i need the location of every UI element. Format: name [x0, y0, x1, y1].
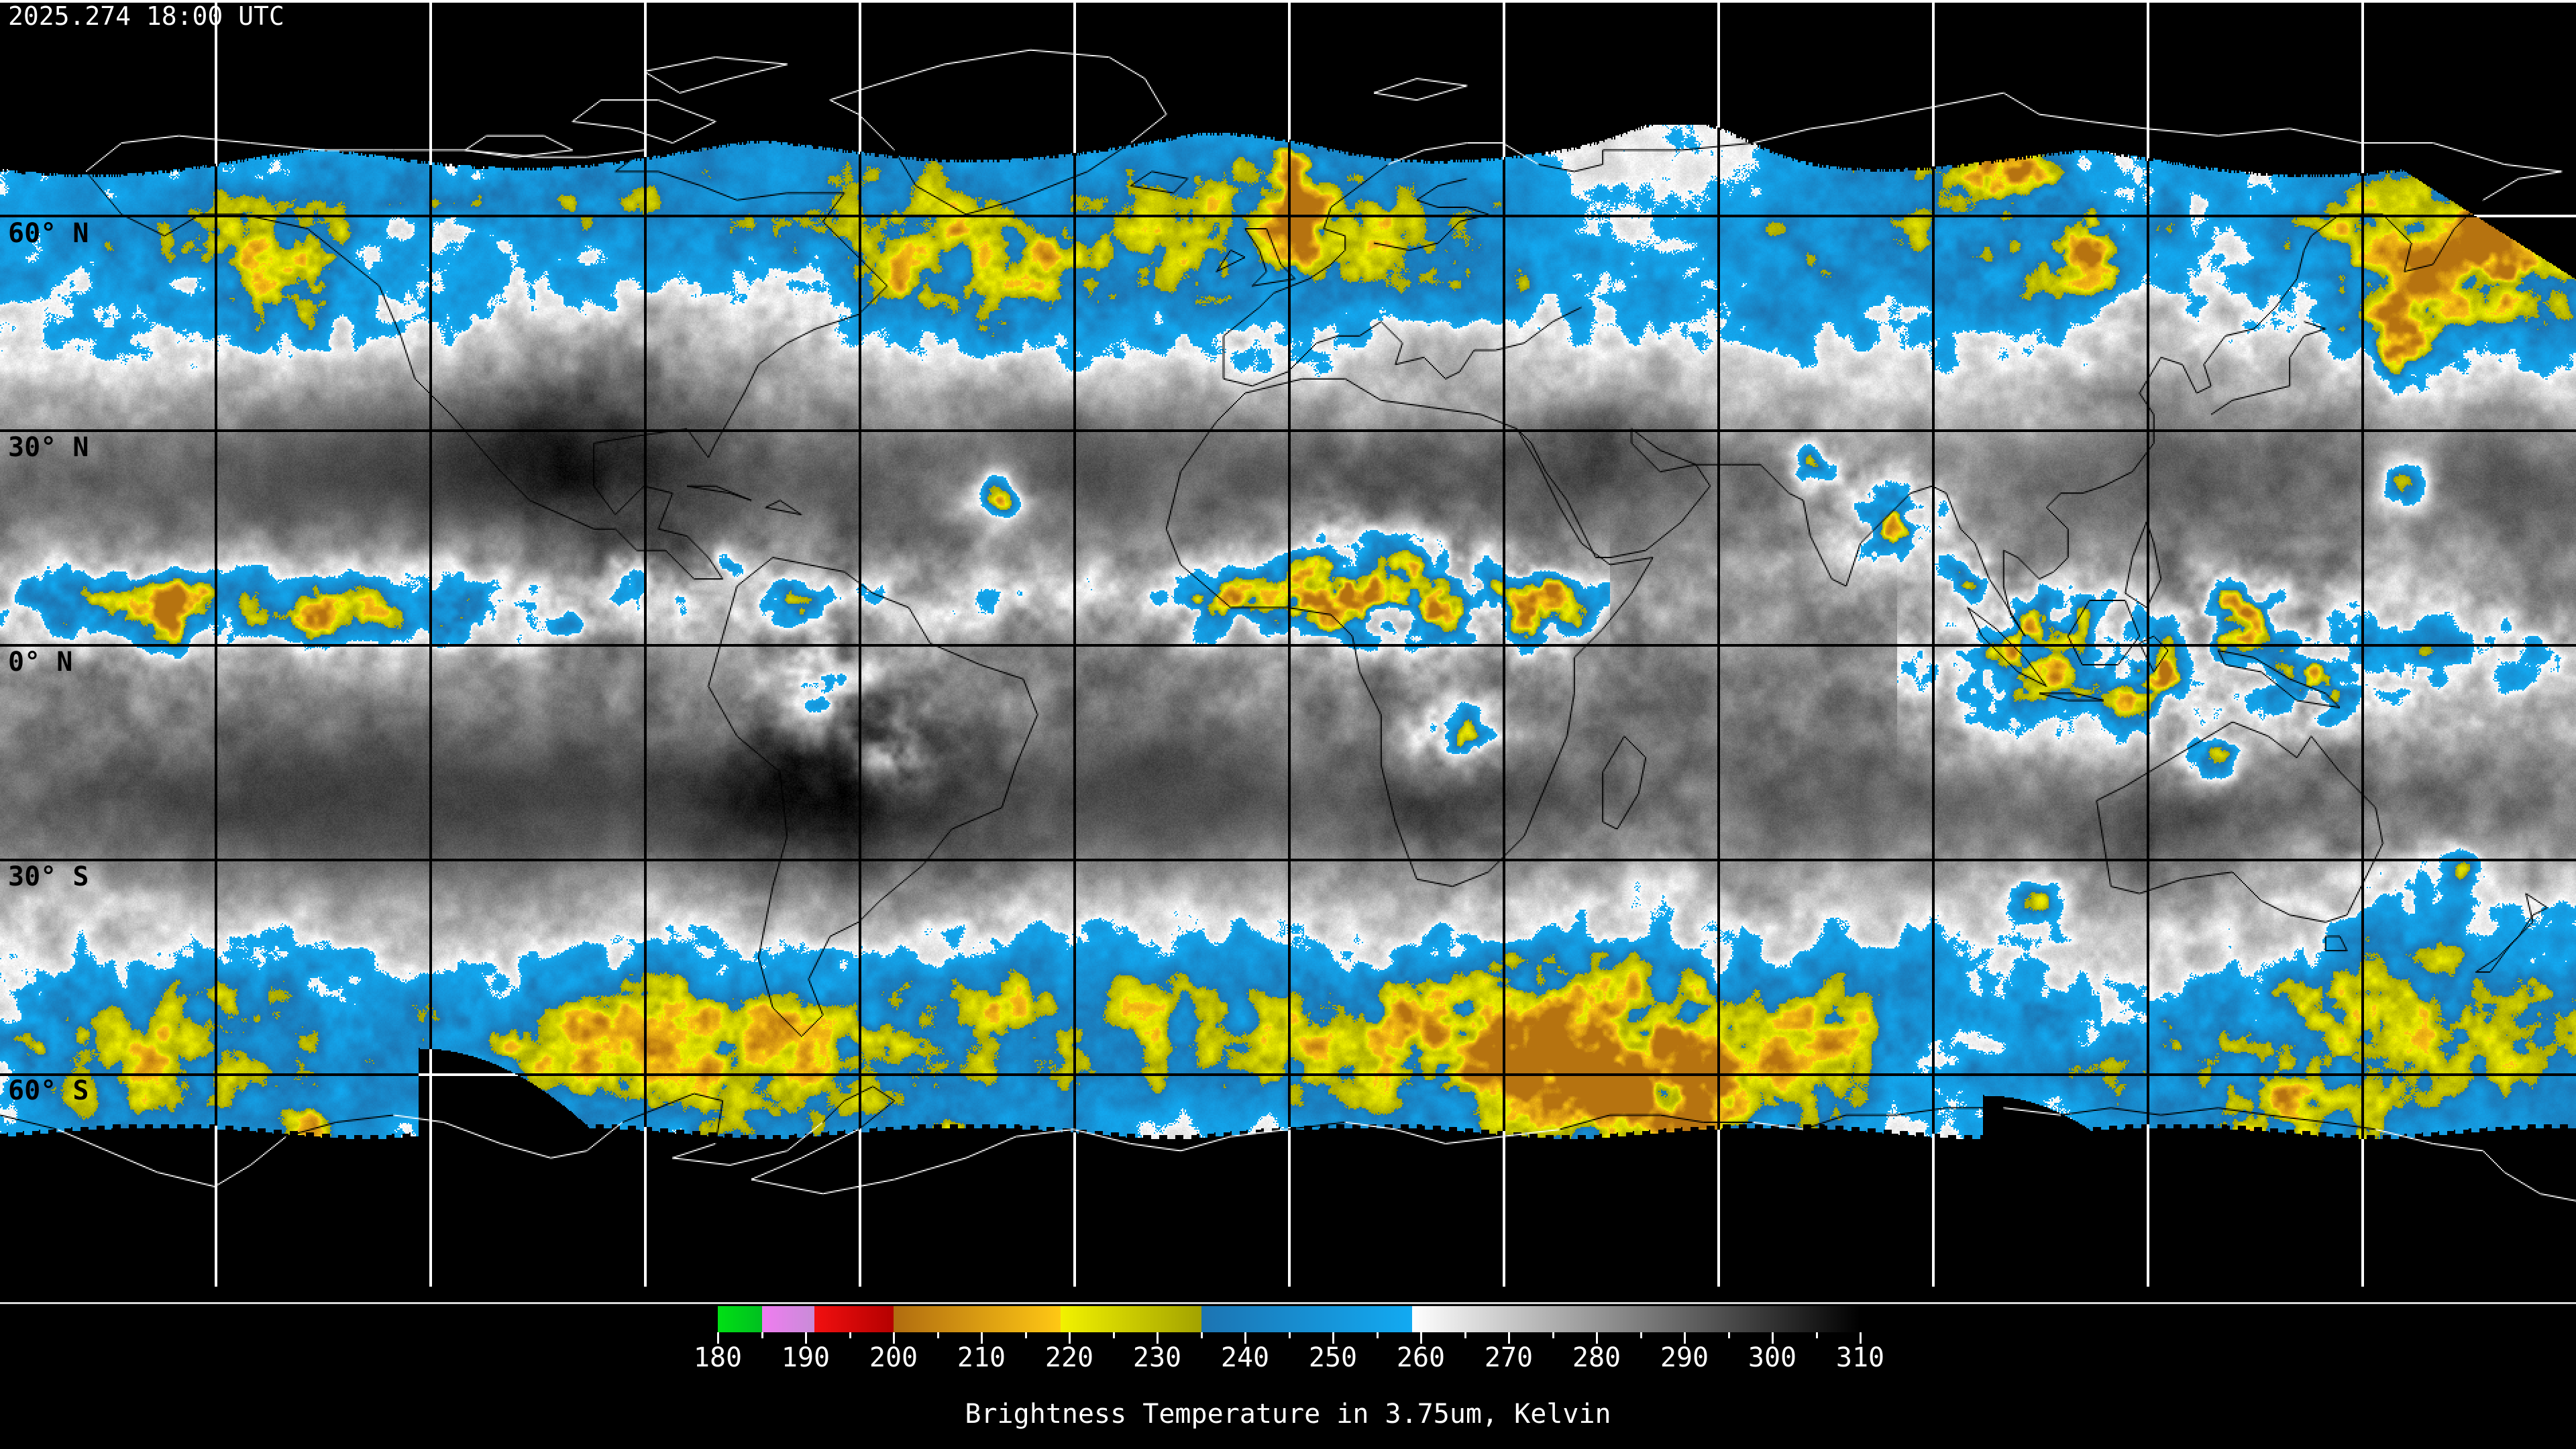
- colorbar-gradient: [718, 1306, 1860, 1332]
- colorbar-tick: [805, 1332, 807, 1344]
- colorbar-tick: [1860, 1332, 1862, 1344]
- colorbar-tick-label: 210: [957, 1342, 1006, 1373]
- colorbar-tick: [936, 1332, 939, 1338]
- colorbar-tick: [1596, 1332, 1598, 1344]
- colorbar-tick: [1552, 1332, 1554, 1338]
- timestamp-label: 2025.274 18:00 UTC: [8, 1, 284, 31]
- colorbar-tick: [1244, 1332, 1246, 1344]
- colorbar-title: Brightness Temperature in 3.75um, Kelvin: [965, 1399, 1611, 1430]
- colorbar-tick: [1112, 1332, 1115, 1338]
- colorbar-tick: [1376, 1332, 1379, 1338]
- colorbar-tick: [849, 1332, 851, 1338]
- latitude-label: 0° N: [8, 647, 73, 678]
- colorbar-tick: [1640, 1332, 1642, 1338]
- colorbar-tick: [981, 1332, 983, 1344]
- colorbar-tick-label: 280: [1572, 1342, 1621, 1373]
- latitude-label: 30° N: [8, 432, 89, 464]
- colorbar-tick-label: 310: [1835, 1342, 1885, 1373]
- colorbar-tick: [1684, 1332, 1686, 1344]
- colorbar-tick-label: 180: [693, 1342, 743, 1373]
- latitude-label: 30° S: [8, 861, 89, 892]
- colorbar-top-rule: [0, 1302, 2576, 1304]
- colorbar-tick: [1069, 1332, 1071, 1344]
- colorbar-tick-label: 290: [1660, 1342, 1709, 1373]
- colorbar-tick-label: 200: [869, 1342, 918, 1373]
- colorbar-tick-label: 250: [1308, 1342, 1358, 1373]
- latitude-label: 60° N: [8, 217, 89, 249]
- colorbar-tick: [1420, 1332, 1422, 1344]
- colorbar-tick-label: 260: [1396, 1342, 1446, 1373]
- colorbar-tick: [717, 1332, 719, 1344]
- colorbar-tick: [1508, 1332, 1510, 1344]
- colorbar-tick: [1772, 1332, 1774, 1344]
- satellite-map-canvas: [0, 0, 2576, 1287]
- colorbar-tick: [1815, 1332, 1818, 1338]
- colorbar-tick-label: 270: [1484, 1342, 1534, 1373]
- colorbar-tick-label: 240: [1220, 1342, 1270, 1373]
- colorbar-tick-label: 190: [781, 1342, 830, 1373]
- colorbar-tick: [761, 1332, 763, 1338]
- colorbar-tick: [1464, 1332, 1466, 1338]
- colorbar-tick-label: 220: [1044, 1342, 1094, 1373]
- colorbar-tick: [1157, 1332, 1159, 1344]
- colorbar-tick: [1727, 1332, 1730, 1338]
- colorbar-tick: [1288, 1332, 1291, 1338]
- colorbar-tick: [1024, 1332, 1027, 1338]
- colorbar-tick-label: 300: [1748, 1342, 1797, 1373]
- colorbar-tick: [1200, 1332, 1203, 1338]
- colorbar-tick-label: 230: [1132, 1342, 1182, 1373]
- colorbar-tick: [1332, 1332, 1334, 1344]
- colorbar-tick: [893, 1332, 895, 1344]
- latitude-label: 60° S: [8, 1075, 89, 1107]
